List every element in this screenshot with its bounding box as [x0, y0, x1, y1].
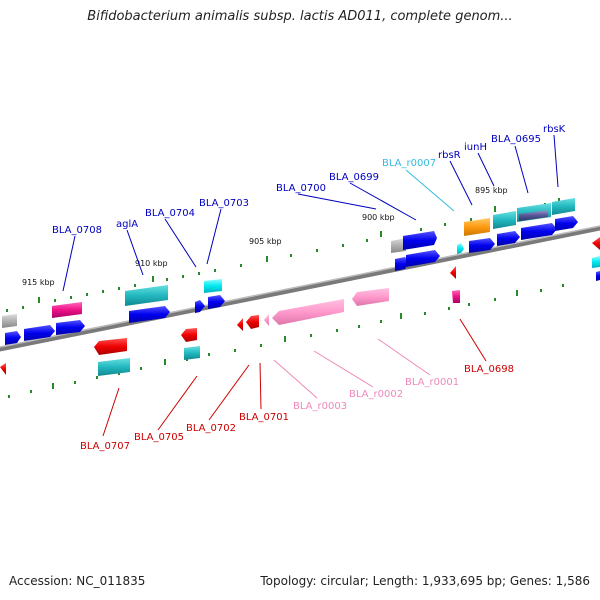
gene-label[interactable]: BLA_0705 [134, 432, 184, 443]
gene-arrow[interactable] [125, 285, 168, 306]
gene-arrow[interactable] [94, 338, 127, 355]
gene-label[interactable]: BLA_0699 [329, 172, 379, 183]
ruler-label: 915 kbp [22, 278, 55, 287]
ruler-label: 905 kbp [249, 237, 282, 246]
ruler-label: 910 kbp [135, 259, 168, 268]
gene-label[interactable]: rbsR [438, 150, 461, 161]
forward-gene-labels: BLA_0708 aglA BLA_0704 BLA_0703 BLA_0700… [52, 124, 566, 236]
gene-label[interactable]: BLA_0698 [464, 364, 514, 375]
ruler-labels: 915 kbp 910 kbp 905 kbp 900 kbp 895 kbp [22, 186, 508, 287]
gene-arrow[interactable] [52, 302, 82, 318]
gene-arrow[interactable] [246, 315, 259, 329]
gene-arrow[interactable] [395, 257, 409, 271]
gene-label[interactable]: BLA_0695 [491, 134, 541, 145]
gene-arrow[interactable] [406, 250, 440, 267]
accession-text: Accession: NC_011835 [9, 574, 146, 588]
gene-arrow[interactable] [592, 256, 600, 268]
gene-arrow[interactable] [552, 198, 575, 215]
gene-arrow[interactable] [204, 279, 222, 293]
gene-arrow[interactable] [592, 237, 600, 250]
gene-label[interactable]: BLA_r0007 [382, 158, 436, 169]
gene-arrow[interactable] [403, 231, 437, 250]
gene-label[interactable]: aglA [116, 219, 138, 230]
gene-arrow[interactable] [519, 210, 548, 221]
reverse-genes [0, 266, 460, 376]
ruler-label: 900 kbp [362, 213, 395, 222]
gene-arrow[interactable] [181, 328, 197, 342]
ruler-label: 895 kbp [475, 186, 508, 195]
gene-label[interactable]: BLA_0704 [145, 208, 195, 219]
gene-arrow[interactable] [452, 290, 460, 303]
reverse-gene-labels: BLA_0707 BLA_0705 BLA_0702 BLA_0701 BLA_… [80, 364, 514, 452]
gene-arrow[interactable] [24, 325, 55, 341]
gene-arrow[interactable] [0, 363, 6, 375]
gene-arrow[interactable] [237, 318, 243, 331]
leader-lines [62, 134, 559, 437]
gene-arrow[interactable] [450, 266, 456, 279]
gene-arrow[interactable] [596, 271, 600, 281]
gene-arrow[interactable] [129, 306, 170, 323]
gene-label[interactable]: iunH [464, 142, 487, 153]
gene-arrow[interactable] [208, 295, 225, 309]
gene-arrow[interactable] [352, 288, 389, 306]
gene-label[interactable]: BLA_0708 [52, 225, 102, 236]
genome-backbone [0, 225, 600, 352]
genome-summary-text: Topology: circular; Length: 1,933,695 bp… [260, 574, 590, 588]
gene-arrow[interactable] [272, 299, 344, 325]
forward-genes [2, 198, 600, 345]
gene-arrow[interactable] [555, 216, 578, 231]
gene-label[interactable]: BLA_r0001 [405, 377, 459, 388]
scale-track-inner [8, 284, 564, 398]
gene-label[interactable]: BLA_0700 [276, 183, 326, 194]
gene-arrow[interactable] [457, 243, 464, 254]
gene-arrow[interactable] [464, 218, 490, 236]
gene-label[interactable]: BLA_0707 [80, 441, 130, 452]
gene-arrow[interactable] [195, 300, 205, 313]
gene-label[interactable]: rbsK [543, 124, 566, 135]
gene-arrow[interactable] [98, 358, 130, 376]
gene-arrow[interactable] [264, 314, 269, 326]
gene-arrow[interactable] [493, 211, 516, 229]
map-title: Bifidobacterium animalis subsp. lactis A… [87, 9, 513, 24]
gene-arrow[interactable] [2, 314, 17, 328]
gene-arrow[interactable] [391, 238, 406, 253]
gene-label[interactable]: BLA_r0002 [349, 389, 403, 400]
gene-arrow[interactable] [497, 231, 520, 246]
gene-label[interactable]: BLA_0703 [199, 198, 249, 209]
gene-arrow[interactable] [521, 223, 557, 240]
gene-label[interactable]: BLA_r0003 [293, 401, 347, 412]
gene-label[interactable]: BLA_0702 [186, 423, 236, 434]
gene-arrow[interactable] [5, 331, 21, 345]
gene-arrow[interactable] [56, 320, 85, 335]
gene-label[interactable]: BLA_0701 [239, 412, 289, 423]
gene-arrow[interactable] [184, 346, 200, 360]
gene-arrow[interactable] [469, 238, 495, 253]
